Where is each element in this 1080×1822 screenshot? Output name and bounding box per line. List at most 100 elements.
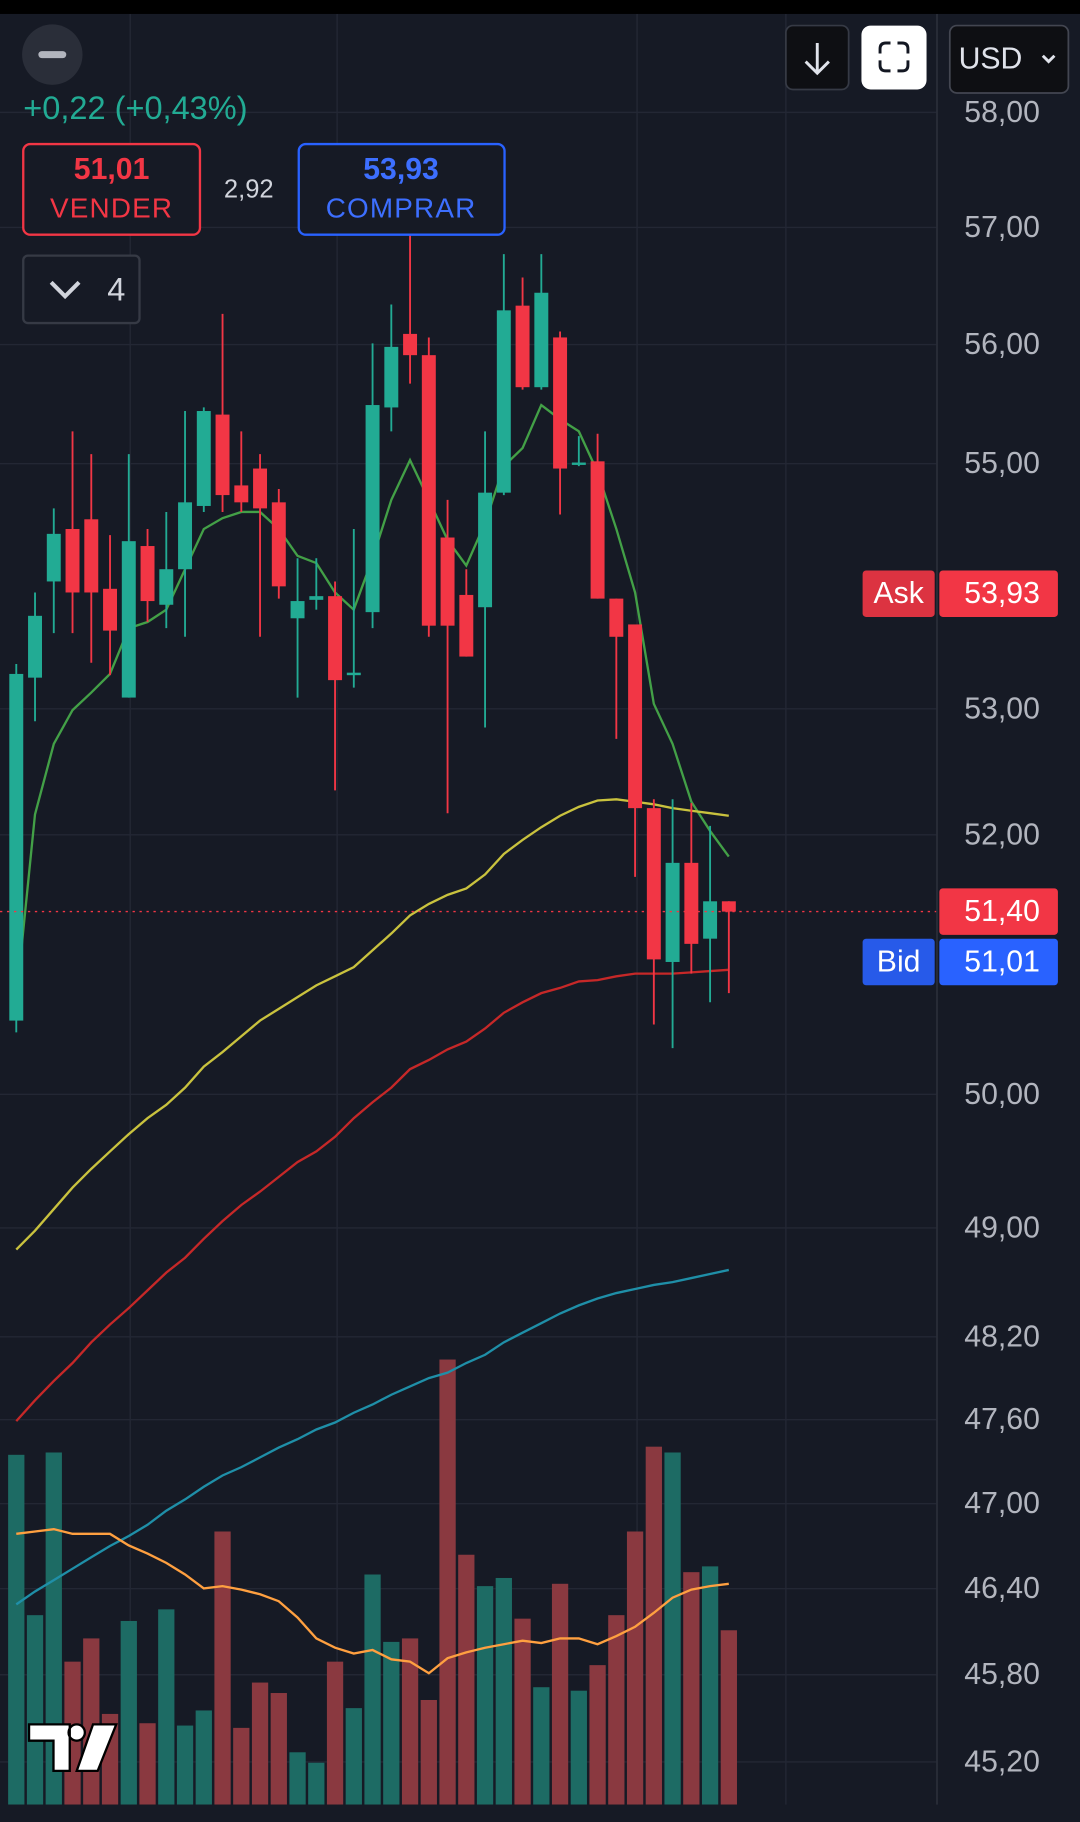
buy-price: 53,93 (363, 153, 439, 186)
y-tick-label: 47,60 (964, 1403, 1040, 1436)
candle-body (196, 411, 211, 506)
interval: 4 (107, 271, 125, 307)
y-tick-label: 57,00 (964, 211, 1040, 244)
candle-body (534, 292, 549, 388)
volume-bar (251, 1682, 269, 1805)
candle-body (234, 485, 249, 503)
volume-bar (626, 1531, 644, 1805)
y-tick-label: 58,00 (964, 96, 1040, 129)
volume-bar (608, 1615, 625, 1805)
interval-dropdown[interactable]: 4 (22, 254, 141, 325)
price-marker-name-box (862, 570, 935, 617)
candle-body (65, 529, 80, 593)
candle-body (121, 541, 136, 698)
volume-bar (514, 1618, 531, 1805)
volume-bar (401, 1638, 419, 1805)
volume-bar (214, 1531, 231, 1805)
candle-body (515, 305, 530, 388)
volume-bar (476, 1586, 494, 1805)
volume-bar (701, 1566, 719, 1805)
volume-bar (420, 1699, 437, 1805)
indicator-line (15, 1268, 730, 1606)
volume-bar (289, 1752, 306, 1805)
scroll-down-button[interactable] (785, 24, 850, 91)
volume-bar (176, 1725, 194, 1805)
y-tick-label: 49,00 (964, 1211, 1040, 1244)
sell-label: VENDER (50, 192, 173, 223)
volume-bar (195, 1710, 212, 1805)
volume-bar (120, 1620, 137, 1805)
y-tick-label: 53,00 (964, 692, 1040, 725)
y-tick-label: 56,00 (964, 328, 1040, 361)
candle-body (215, 414, 230, 496)
candle-body (384, 346, 399, 408)
indicator-line (15, 798, 729, 1251)
buy-label: COMPRAR (326, 192, 477, 223)
candle-body (553, 337, 568, 469)
sell-price: 51,01 (74, 153, 150, 186)
volume-bar (664, 1452, 681, 1805)
y-tick-label: 55,00 (964, 447, 1040, 480)
y-tick-label: 46,40 (964, 1572, 1040, 1605)
minus-button[interactable] (22, 24, 83, 85)
price-marker-label: 51,40 (964, 895, 1040, 928)
volume-bar (439, 1359, 456, 1805)
volume-bar (570, 1690, 587, 1805)
candle-body (159, 569, 174, 605)
indicator-line (15, 968, 729, 1422)
candle-body (665, 862, 680, 962)
volume-bar (533, 1687, 550, 1805)
volume-bar (233, 1727, 250, 1805)
y-tick-label: 50,00 (964, 1078, 1040, 1111)
y-tick-label: 52,00 (964, 818, 1040, 851)
candle-body (365, 405, 380, 613)
candle-body (271, 502, 286, 587)
volume-bar (683, 1572, 700, 1805)
candle-body (403, 333, 418, 356)
fullscreen-button[interactable] (861, 25, 927, 90)
candle-body (721, 901, 736, 912)
y-tick-label: 45,80 (964, 1658, 1040, 1691)
volume-bar (26, 1615, 44, 1805)
candle-body (253, 468, 268, 509)
volume-bar (45, 1452, 62, 1805)
sell-button[interactable]: 51,01 VENDER (22, 142, 202, 236)
candle-body (103, 588, 118, 631)
candle-body (140, 546, 155, 602)
candle-body (609, 598, 624, 637)
indicator-line (16, 1527, 729, 1675)
volume-bar (270, 1693, 287, 1805)
volume-bar (139, 1723, 156, 1805)
status-strip (0, 0, 1080, 14)
currency-dropdown[interactable]: USD (948, 24, 1070, 94)
volume-bar (8, 1454, 25, 1805)
volume-bar (551, 1583, 569, 1805)
candle-body (496, 310, 511, 493)
price-marker (939, 570, 1058, 617)
volume-bar (589, 1665, 606, 1805)
candle-body (46, 533, 61, 582)
candle-body (646, 808, 661, 960)
candle-body (9, 673, 24, 1021)
volume-bar (326, 1661, 344, 1805)
candle-body (421, 355, 436, 626)
candle-body (459, 594, 474, 657)
plot (0, 233, 938, 1805)
price-marker-label: 51,01 (964, 945, 1040, 978)
y-tick-label: 47,00 (964, 1487, 1040, 1520)
candle-body (84, 519, 99, 593)
candle-body (28, 615, 43, 678)
volume-bar (345, 1708, 362, 1805)
buy-button[interactable]: 53,93 COMPRAR (297, 142, 506, 236)
volume-bar (495, 1577, 512, 1805)
volume-bar (458, 1554, 475, 1805)
volume-bar (364, 1574, 381, 1805)
volume-bar (158, 1609, 175, 1805)
candle-body (178, 502, 193, 570)
volume-bar (645, 1446, 662, 1805)
volume-bar (308, 1762, 325, 1805)
price-marker-name-box (862, 938, 935, 986)
volume-bar (383, 1641, 400, 1805)
